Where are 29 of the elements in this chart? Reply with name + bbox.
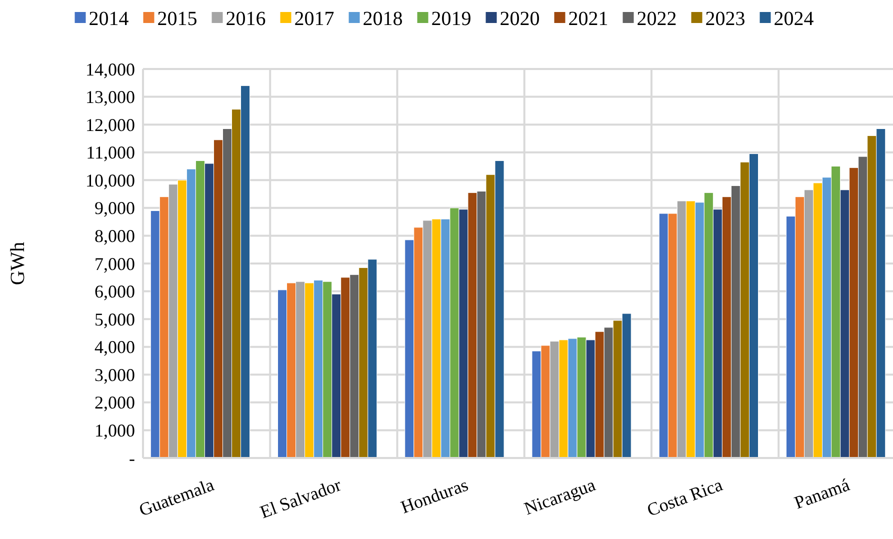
x-tick-label: El Salvador — [257, 474, 344, 522]
legend-label: 2015 — [157, 8, 198, 30]
legend-label: 2017 — [294, 8, 334, 30]
y-tick-label: 12,000 — [86, 114, 135, 135]
legend-label: 2020 — [500, 8, 540, 30]
legend-label: 2024 — [774, 8, 814, 30]
legend-label: 2023 — [705, 8, 746, 30]
y-axis-title: GWh — [7, 242, 29, 286]
y-tick-label: 4,000 — [94, 337, 135, 358]
y-tick-label: 11,000 — [86, 142, 135, 163]
legend-label: 2014 — [88, 8, 129, 30]
y-tick-label: 2,000 — [94, 392, 135, 413]
y-tick-label: 6,000 — [94, 282, 135, 302]
legend-label: 2021 — [568, 8, 608, 30]
y-tick-label: 9,000 — [94, 198, 135, 218]
y-tick-label: 13,000 — [86, 87, 135, 108]
y-tick-label: 3,000 — [94, 364, 135, 385]
legend-label: 2019 — [431, 8, 472, 30]
y-tick-label: 8,000 — [94, 226, 135, 246]
y-tick-label: 14,000 — [86, 59, 135, 80]
legend-label: 2016 — [226, 8, 266, 30]
legend-label: 2018 — [362, 8, 403, 30]
y-tick-label: 7,000 — [94, 254, 135, 274]
y-tick-label: - — [129, 448, 135, 468]
y-tick-label: 5,000 — [94, 309, 135, 330]
y-tick-label: 10,000 — [86, 170, 135, 190]
y-tick-label: 1,000 — [94, 420, 135, 441]
legend-label: 2022 — [636, 8, 677, 30]
x-tick-label: Costa Rica — [644, 474, 725, 520]
